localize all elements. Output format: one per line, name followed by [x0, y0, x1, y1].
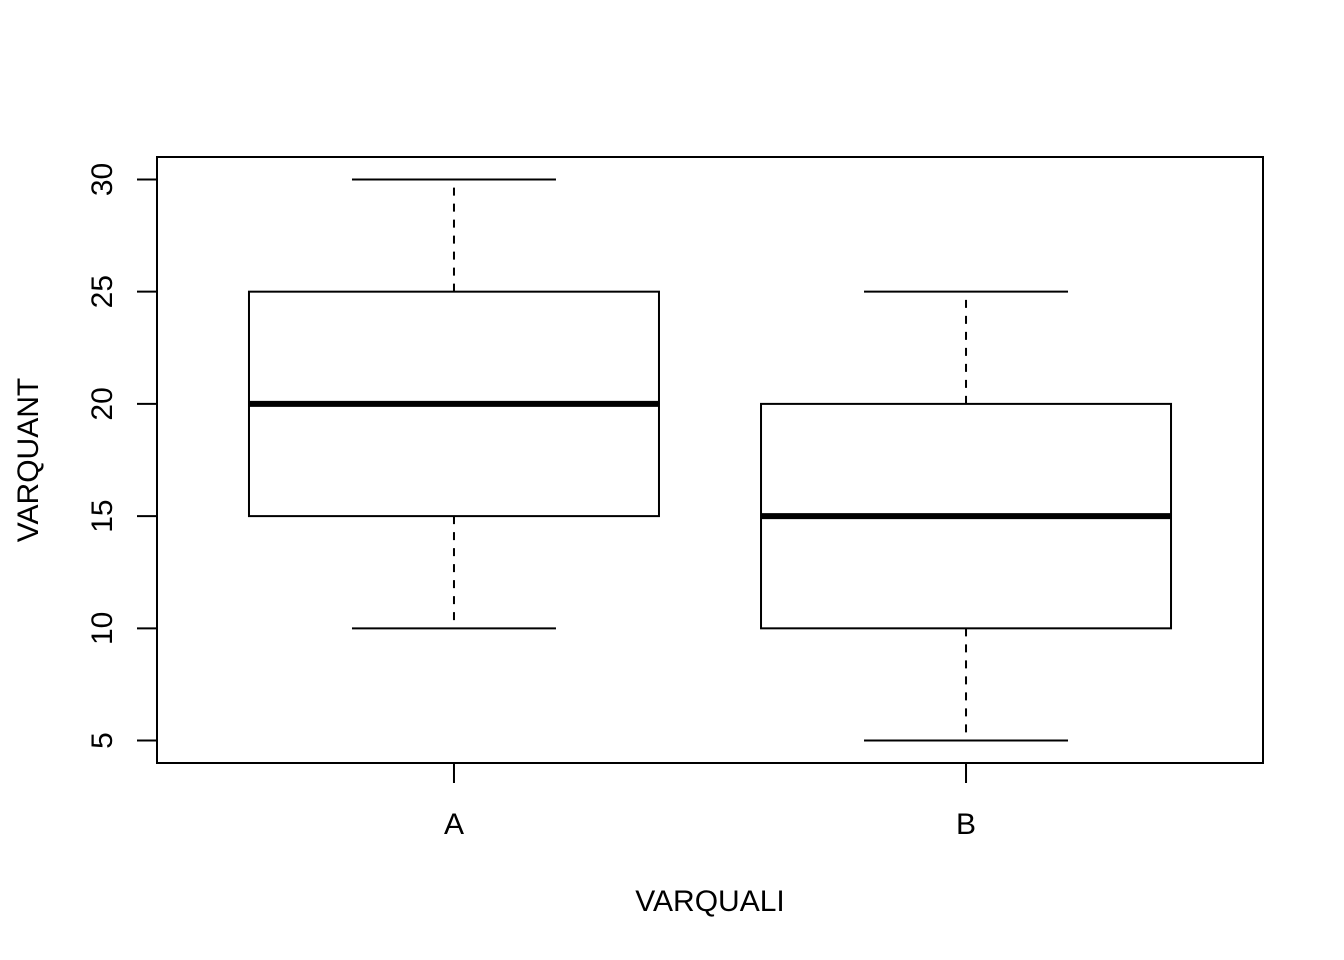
y-tick-label-20: 20	[86, 387, 119, 420]
x-tick-label-b: B	[956, 808, 976, 841]
box-b	[760, 290, 1173, 742]
boxes-layer	[247, 178, 1173, 742]
plot-frame	[156, 156, 1264, 764]
y-axis-label: VARQUANT	[12, 378, 45, 542]
y-tick-label-30: 30	[86, 163, 119, 196]
x-tick-label-a: A	[444, 808, 464, 841]
y-tick-label-5: 5	[86, 732, 119, 749]
box-a	[247, 178, 660, 630]
y-axis: 5 10 15 20 25 30	[86, 163, 157, 749]
x-axis-label: VARQUALI	[635, 885, 785, 918]
y-tick-label-10: 10	[86, 612, 119, 645]
y-tick-label-25: 25	[86, 275, 119, 308]
y-tick-label-15: 15	[86, 499, 119, 532]
